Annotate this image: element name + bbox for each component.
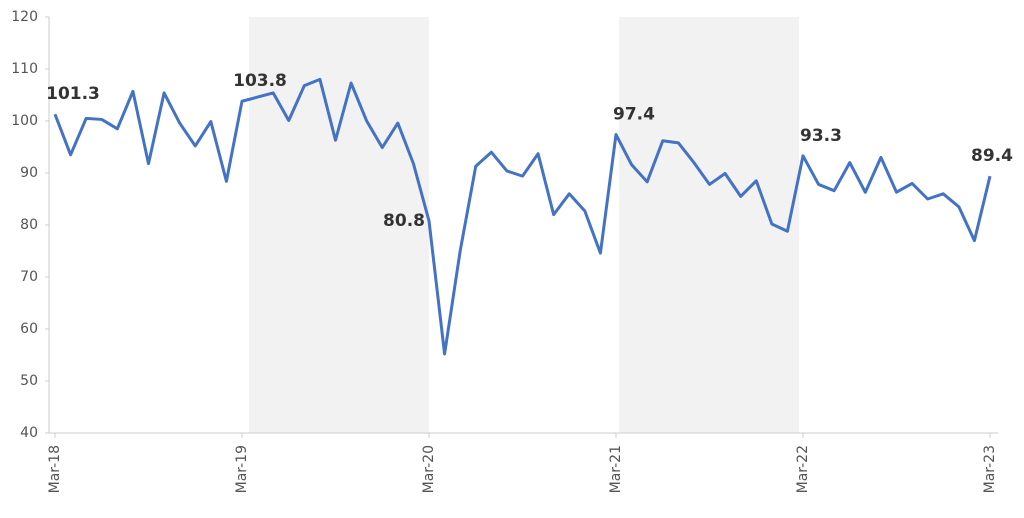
y-tick-label: 100 xyxy=(11,113,38,129)
y-tick-label: 60 xyxy=(20,321,38,337)
shaded-period xyxy=(619,17,799,433)
shaded-period xyxy=(249,17,429,433)
y-tick-label: 50 xyxy=(20,373,38,389)
data-label: 101.3 xyxy=(46,84,100,104)
y-tick-label: 110 xyxy=(11,61,38,77)
data-label: 89.4 xyxy=(971,146,1013,166)
data-label: 80.8 xyxy=(383,211,425,231)
y-tick-label: 120 xyxy=(11,9,38,25)
y-tick-label: 70 xyxy=(20,269,38,285)
y-tick-label: 40 xyxy=(20,425,38,441)
y-tick-label: 90 xyxy=(20,165,38,181)
data-label: 103.8 xyxy=(233,71,287,91)
x-tick-label: Mar-20 xyxy=(421,445,437,493)
x-tick-label: Mar-21 xyxy=(608,445,624,493)
x-tick-label: Mar-23 xyxy=(982,445,998,493)
x-tick-label: Mar-19 xyxy=(234,445,250,493)
data-label: 97.4 xyxy=(613,105,655,125)
x-tick-label: Mar-18 xyxy=(47,445,63,493)
data-label: 93.3 xyxy=(800,126,842,146)
y-tick-label: 80 xyxy=(20,217,38,233)
data-line xyxy=(53,77,992,356)
x-tick-label: Mar-22 xyxy=(795,445,811,493)
